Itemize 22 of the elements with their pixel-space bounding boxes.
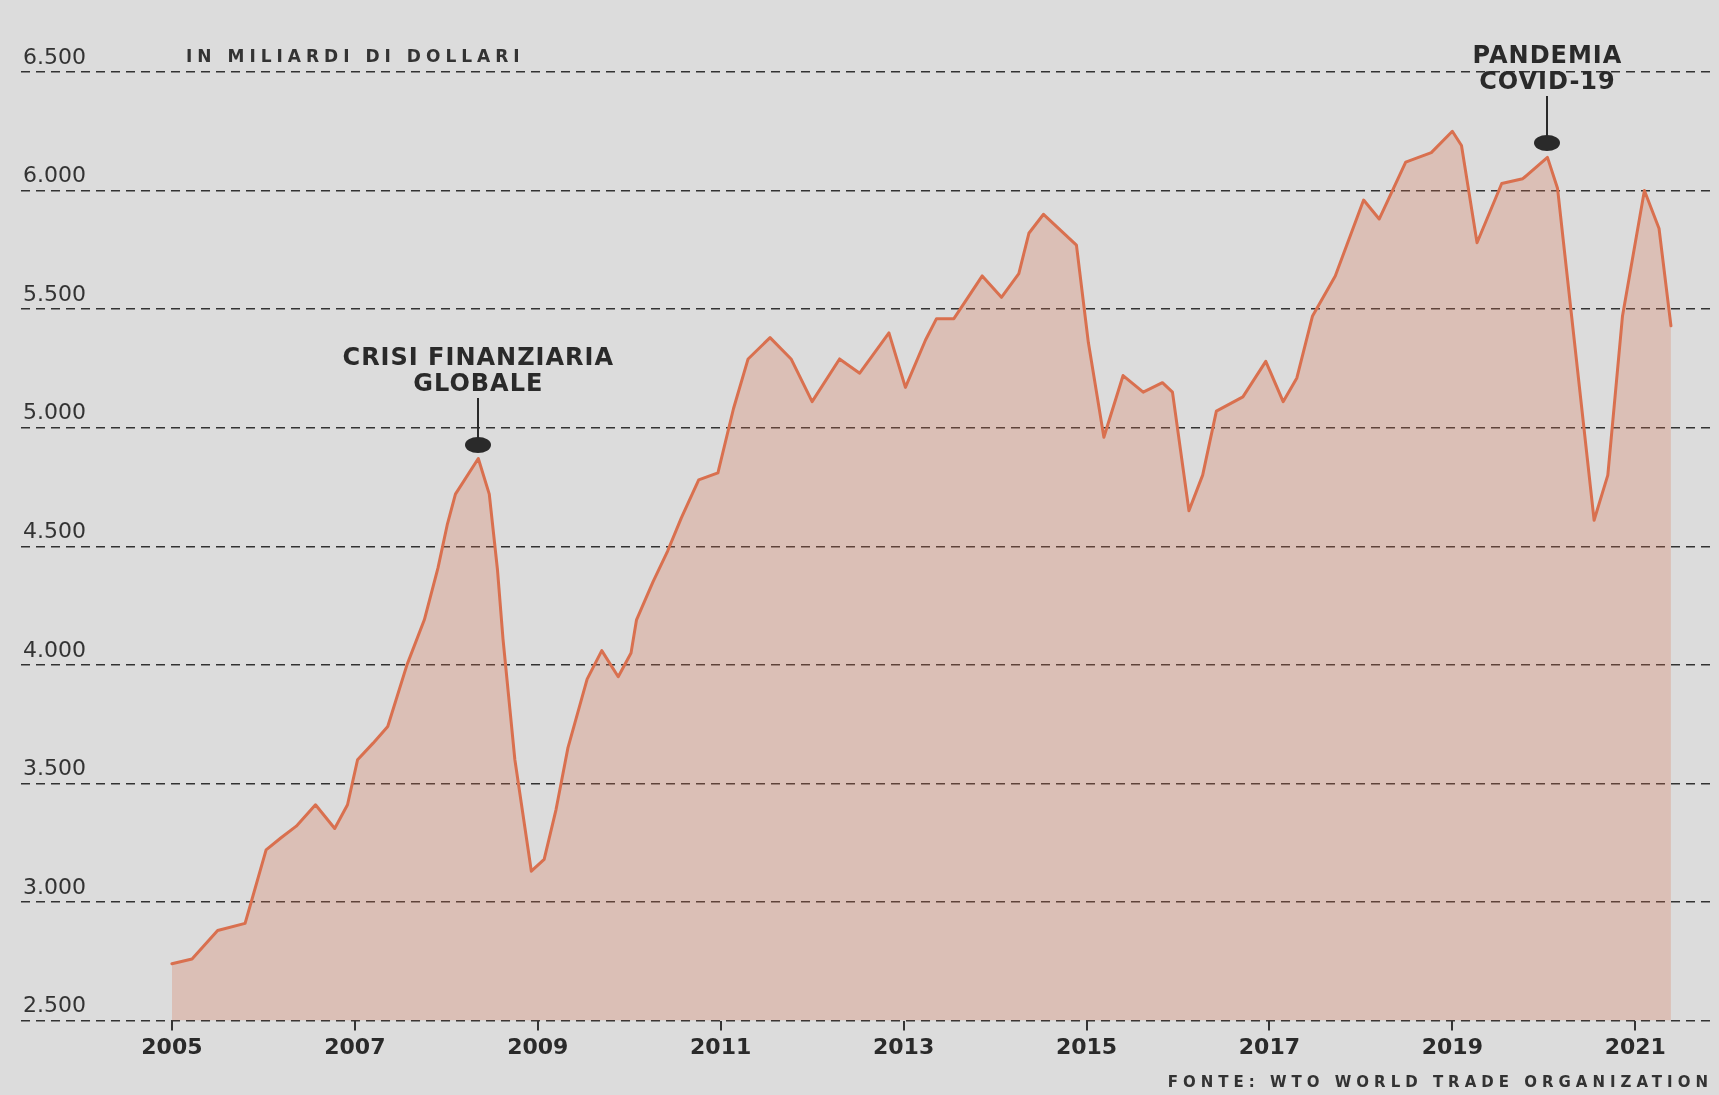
x-tick-label: 2013	[872, 1033, 935, 1059]
y-tick-label: 6.500	[23, 43, 86, 69]
x-tick-label: 2021	[1604, 1033, 1666, 1059]
x-tick-label: 2005	[141, 1033, 203, 1059]
x-tick-label: 2019	[1421, 1033, 1483, 1059]
x-tick-label: 2015	[1055, 1033, 1118, 1059]
x-tick-label: 2017	[1238, 1033, 1301, 1059]
y-tick-label: 4.000	[23, 636, 86, 662]
annotation: CRISI FINANZIARIA GLOBALE	[342, 342, 615, 397]
x-tick-label: 2009	[507, 1033, 569, 1059]
x-tick-label: 2011	[690, 1033, 752, 1059]
source-note: FONTE: WTO WORLD TRADE ORGANIZATION	[1167, 1073, 1713, 1091]
annotation: PANDEMIA COVID-19	[1472, 41, 1623, 96]
y-axis-title: IN MILIARDI DI DOLLARI	[186, 46, 525, 66]
y-tick-label: 5.500	[23, 280, 86, 306]
y-tick-label: 2.500	[23, 992, 86, 1018]
y-tick-label: 5.000	[23, 399, 86, 425]
x-tick-label: 2007	[324, 1033, 386, 1059]
y-tick-label: 3.000	[23, 873, 86, 899]
y-tick-label: 3.500	[23, 755, 86, 781]
y-tick-label: 6.000	[23, 162, 86, 188]
y-tick-label: 4.500	[23, 518, 86, 544]
